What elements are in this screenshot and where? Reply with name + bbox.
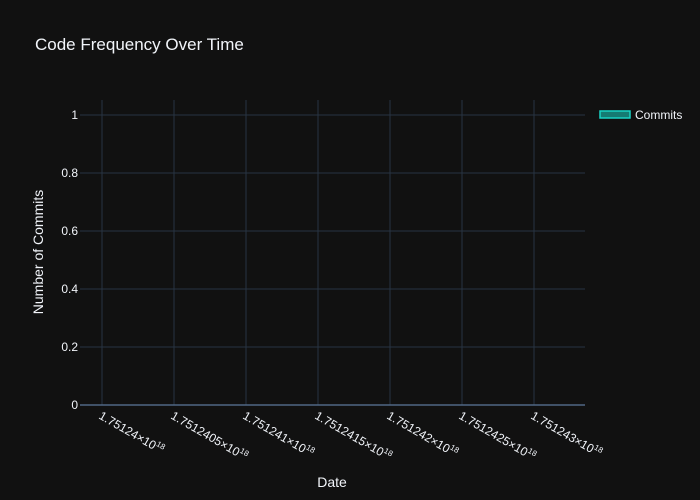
- y-tick-label: 0.6: [61, 224, 78, 238]
- x-tick-mantissa: 1.751242×10: [385, 408, 453, 455]
- x-tick-label: 1.7512425×1018: [457, 408, 539, 464]
- y-axis-title: Number of Commits: [30, 190, 46, 314]
- x-tick-mantissa: 1.7512425×10: [457, 408, 531, 459]
- x-tick-mantissa: 1.7512405×10: [169, 408, 243, 459]
- x-axis-title: Date: [317, 474, 347, 490]
- x-tick-labels: 1.75124×1018 1.7512405×10181.751241×10181…: [97, 408, 606, 464]
- legend-label[interactable]: Commits: [635, 108, 682, 122]
- y-tick-label: 0.4: [61, 282, 78, 296]
- x-tick-mantissa: 1.751241×10: [241, 408, 309, 455]
- y-tick-label: 1: [71, 108, 78, 122]
- y-gridlines: [80, 114, 585, 348]
- y-tick-label: 0.8: [61, 166, 78, 180]
- y-tick-label: 0: [71, 398, 78, 412]
- x-tick-label: 1.7512415×1018: [313, 408, 395, 464]
- y-tick-label: 0.2: [61, 340, 78, 354]
- x-tick-mantissa: 1.7512415×10: [313, 408, 387, 459]
- x-tick-label: 1.7512405×1018: [169, 408, 251, 464]
- x-tick-mantissa: 1.751243×10: [529, 408, 597, 455]
- x-tick-label: 1.751241×1018: [241, 408, 318, 461]
- legend[interactable]: Commits: [599, 108, 682, 122]
- x-tick-label: 1.751243×1018: [529, 408, 606, 461]
- x-tick-mantissa: 1.75124×10: [97, 408, 159, 452]
- chart-title: Code Frequency Over Time: [35, 35, 244, 54]
- x-tick-label: 1.75124×1018: [97, 408, 168, 458]
- legend-swatch: [599, 110, 631, 119]
- x-tick-label: 1.751242×1018: [385, 408, 462, 461]
- y-tick-labels: 0 0.2 0.4 0.6 0.8 1: [61, 108, 78, 412]
- x-gridlines: [101, 100, 535, 405]
